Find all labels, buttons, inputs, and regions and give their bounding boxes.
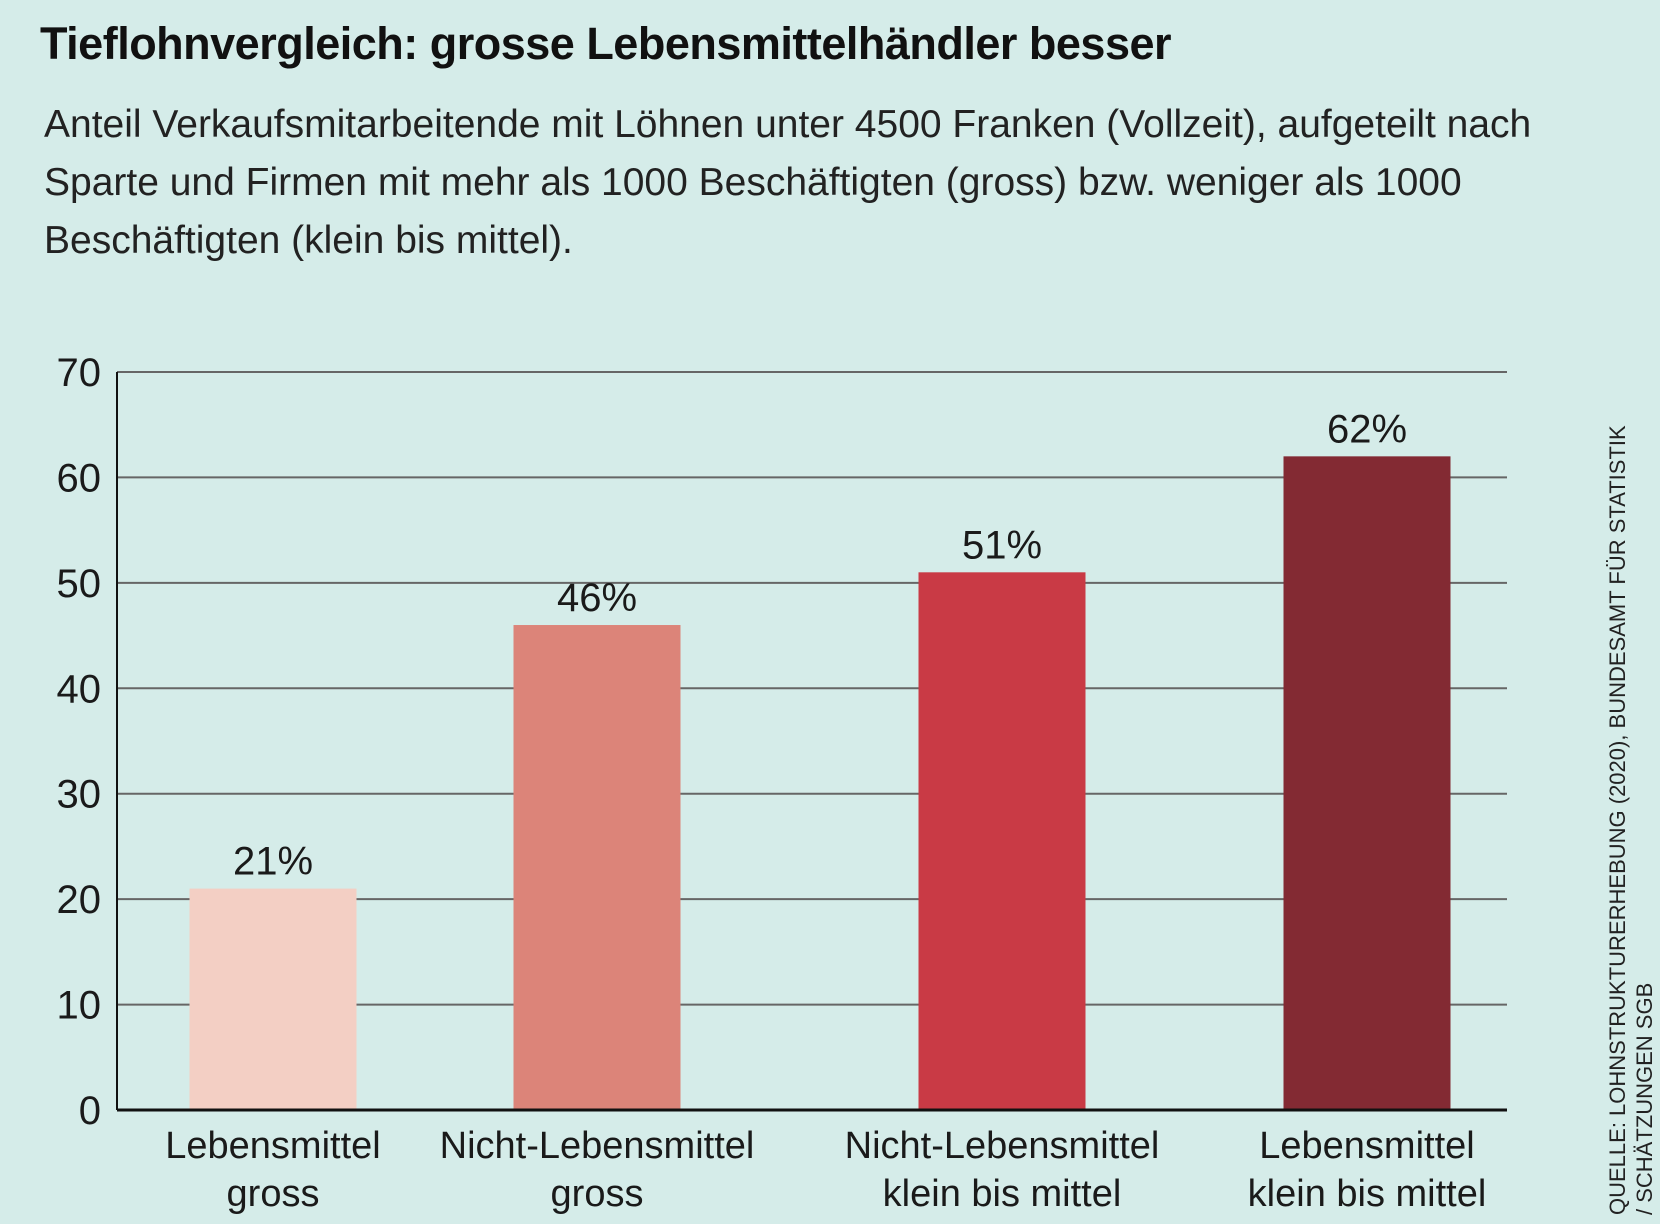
x-tick-label: gross [551, 1173, 644, 1215]
bar [918, 572, 1086, 1110]
value-label: 46% [557, 576, 637, 620]
y-tick-label: 0 [79, 1089, 101, 1133]
value-label: 51% [962, 523, 1042, 567]
y-tick-label: 20 [57, 878, 102, 922]
chart: 0 10 20 30 40 50 60 70 Lebensmittel gross 21% Nicht… [57, 351, 1507, 1215]
x-tick-label: gross [227, 1173, 320, 1215]
x-tick-label: Nicht-Lebensmittel [440, 1125, 755, 1167]
y-tick-label: 10 [57, 984, 102, 1028]
x-tick-label: klein bis mittel [883, 1173, 1122, 1215]
x-tick-label: klein bis mittel [1248, 1173, 1487, 1215]
chart-subtitle: Anteil Verkaufsmitarbeitende mit Löhnen … [44, 103, 1532, 262]
x-tick-label: Nicht-Lebensmittel [845, 1125, 1160, 1167]
x-tick-label: Lebensmittel [1259, 1125, 1474, 1167]
bar [189, 888, 357, 1110]
value-label: 21% [233, 840, 313, 884]
value-label: 62% [1327, 407, 1407, 451]
bar [1283, 456, 1451, 1110]
y-tick-label: 30 [57, 773, 102, 817]
y-tick-label: 60 [57, 456, 102, 500]
bar [513, 625, 681, 1110]
x-tick-label: Lebensmittel [165, 1125, 380, 1167]
chart-title: Tieflohnvergleich: grosse Lebensmittelhä… [40, 18, 1172, 69]
y-tick-label: 70 [57, 351, 102, 395]
y-tick-label: 50 [57, 562, 102, 606]
source-note: QUELLE: LOHNSTRUKTURERHEBUNG (2020), BUN… [1605, 425, 1657, 1215]
y-tick-label: 40 [57, 667, 102, 711]
